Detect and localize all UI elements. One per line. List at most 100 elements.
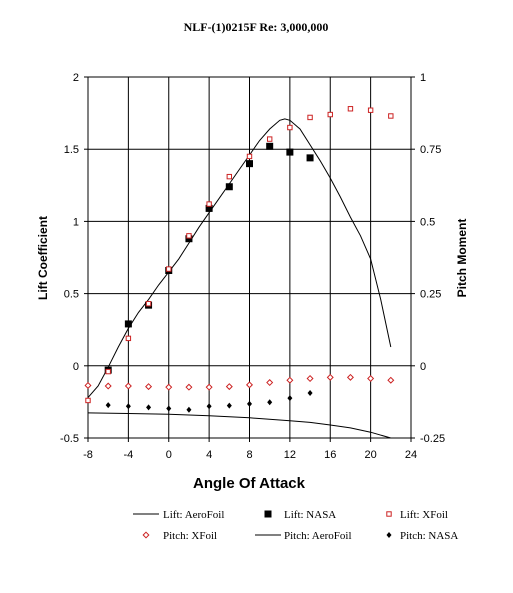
data-point-pitch-xfoil [165,383,173,391]
data-point-lift-xfoil [166,266,172,272]
data-point-lift-xfoil [206,201,212,207]
y-left-tick-label: 2 [73,72,79,84]
data-point-pitch-nasa [105,402,111,409]
legend-item-pitch-nasa: Pitch: NASA [386,530,458,542]
data-point-lift-xfoil [347,106,354,112]
y-left-tick-label: 0.5 [64,289,79,301]
y-left-tick-label: 1 [73,216,79,228]
data-point-lift-xfoil [226,173,233,180]
series-layer [84,106,395,439]
data-point-pitch-xfoil [245,381,254,389]
y-right-tick-label: -0.25 [420,433,445,445]
y-right-tick-label: 0.75 [420,144,441,156]
data-point-pitch-xfoil [306,375,314,383]
x-tick-label: 20 [365,449,377,461]
data-point-pitch-xfoil [145,383,153,391]
x-tick-label: -4 [123,449,133,461]
data-point-pitch-nasa [287,395,293,402]
x-tick-label: 4 [206,449,212,461]
y-right-tick-label: 0.5 [420,216,435,228]
data-point-pitch-nasa [206,403,212,410]
chart-title: NLF-(1)0215F Re: 3,000,000 [184,20,329,34]
data-point-pitch-xfoil [84,381,92,389]
series-line-pitch-aerofoil [87,412,391,439]
legend-item-lift-xfoil: Lift: XFoil [386,509,448,521]
legend-label: Lift: AeroFoil [163,509,224,521]
data-point-lift-xfoil [266,136,273,142]
data-point-lift-xfoil [246,153,253,160]
data-point-pitch-nasa [186,406,192,413]
data-point-pitch-nasa [307,389,313,396]
data-point-lift-xfoil [145,301,152,307]
data-point-pitch-xfoil [286,376,294,384]
data-point-lift-xfoil [287,124,293,131]
data-point-pitch-xfoil [387,376,395,384]
x-tick-label: 12 [284,449,296,461]
series-pitch-aerofoil [87,412,391,439]
x-tick-label: 24 [405,449,417,461]
data-point-pitch-xfoil [185,383,193,391]
data-point-lift-nasa [225,183,233,191]
legend-label: Lift: XFoil [400,509,448,521]
axis-ticks: -8 -4 0 4 8 12 16 20 24 -0.5 0 0.5 1 1.5 2 -0.25 0 0.25 0.… [60,72,445,461]
data-point-lift-xfoil [105,368,111,375]
data-point-lift-xfoil [327,111,333,118]
y-axis-label-left: Lift Coefficient [36,216,50,300]
legend-swatch [386,532,392,538]
data-point-lift-xfoil [388,113,394,119]
y-left-tick-label: 1.5 [64,144,79,156]
x-tick-label: 8 [246,449,252,461]
data-point-pitch-nasa [166,405,172,412]
data-point-lift-nasa [286,148,294,156]
data-point-lift-xfoil [186,233,192,239]
legend-swatch [142,531,150,539]
legend-item-lift-aerofoil: Lift: AeroFoil [133,509,224,521]
data-point-lift-nasa [246,160,253,168]
data-point-lift-xfoil [85,397,91,404]
plot-area: -8 -4 0 4 8 12 16 20 24 -0.5 0 0.5 1 1.5 2 -0.25 0 0.25 0.… [60,72,445,461]
data-point-lift-nasa [124,320,132,328]
legend-label: Pitch: AeroFoil [284,530,352,542]
y-left-tick-label: -0.5 [60,433,79,445]
data-point-pitch-xfoil [346,373,354,381]
legend-label: Lift: NASA [284,509,336,521]
data-point-pitch-nasa [146,404,152,411]
data-point-lift-xfoil [307,114,313,121]
legend-swatch [264,510,272,518]
y-right-tick-label: 0.25 [420,289,441,301]
data-point-pitch-xfoil [124,382,132,390]
data-point-pitch-nasa [267,399,273,406]
legend-label: Pitch: XFoil [163,530,217,542]
data-point-lift-nasa [306,154,314,162]
y-right-tick-label: 1 [420,72,426,84]
legend-item-lift-nasa: Lift: NASA [264,509,336,521]
legend-swatch [386,511,392,517]
legend-label: Pitch: NASA [400,530,458,542]
legend-item-pitch-xfoil: Pitch: XFoil [142,530,217,542]
x-tick-label: -8 [83,449,93,461]
data-point-pitch-xfoil [367,375,375,383]
series-lift-aerofoil [87,118,392,398]
x-tick-label: 16 [324,449,336,461]
y-axis-label-right: Pitch Moment [455,219,469,298]
x-axis-label: Angle Of Attack [193,475,306,492]
series-line-lift-aerofoil [87,118,392,398]
data-point-pitch-nasa [247,400,252,407]
data-point-lift-xfoil [125,335,132,342]
series-lift-xfoil [85,106,394,404]
series-pitch-nasa [105,389,313,413]
legend-item-pitch-aerofoil: Pitch: AeroFoil [255,530,352,542]
legend: Lift: AeroFoil Lift: NASA Lift: XFoil Pitch… [133,509,458,542]
data-point-pitch-nasa [226,402,232,409]
data-point-lift-xfoil [367,107,374,113]
data-point-pitch-xfoil [104,382,112,390]
data-point-lift-nasa [205,204,213,212]
y-left-tick-label: 0 [73,361,79,373]
y-right-tick-label: 0 [420,361,426,373]
series-pitch-xfoil [84,373,395,391]
data-point-pitch-xfoil [225,383,233,391]
data-point-lift-nasa [266,142,274,150]
data-point-pitch-nasa [125,403,131,410]
data-point-pitch-xfoil [266,379,274,387]
